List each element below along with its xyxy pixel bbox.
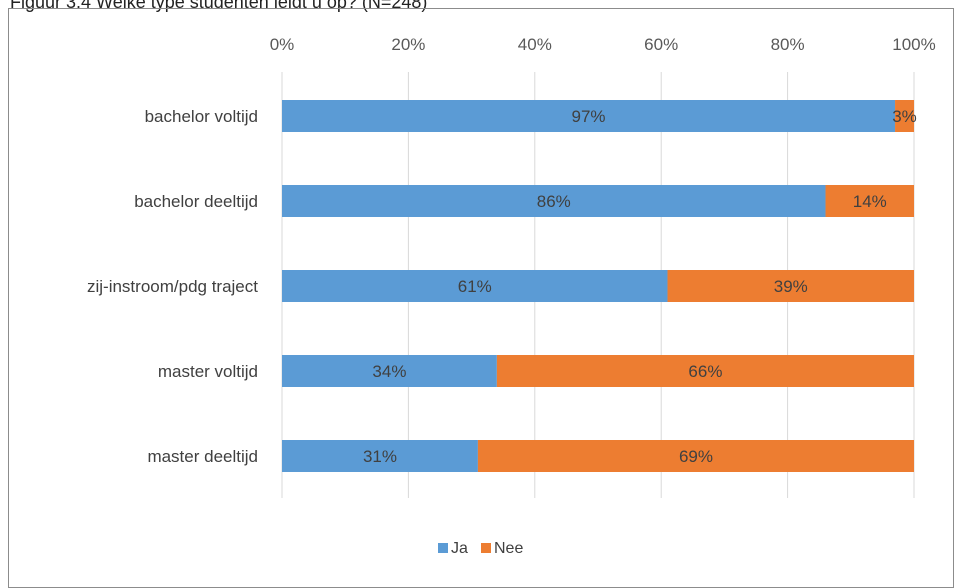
category-label-master-voltijd: master voltijd: [158, 362, 258, 381]
x-tick-label-40: 40%: [518, 35, 552, 54]
legend-swatch-nee: [481, 543, 491, 553]
bar-nee-master-voltijd: [496, 355, 914, 387]
bar-ja-master-voltijd: [282, 355, 497, 387]
data-label-ja-bachelor-deeltijd: 86%: [537, 192, 571, 211]
bar-nee-bachelor-voltijd: [895, 100, 914, 132]
data-label-ja-master-deeltijd: 31%: [363, 447, 397, 466]
bar-ja-bachelor-voltijd: [282, 100, 896, 132]
bar-nee-master-deeltijd: [477, 440, 914, 472]
data-label-ja-master-voltijd: 34%: [372, 362, 406, 381]
data-label-ja-bachelor-voltijd: 97%: [572, 107, 606, 126]
category-label-bachelor-voltijd: bachelor voltijd: [145, 107, 258, 126]
x-tick-label-60: 60%: [644, 35, 678, 54]
x-axis-tick-labels: 0% 20% 40% 60% 80% 100%: [270, 35, 936, 54]
data-label-nee-zij-instroom-pdg-traject: 39%: [774, 277, 808, 296]
category-label-zij-instroom-pdg-traject: zij-instroom/pdg traject: [87, 277, 258, 296]
legend-label-nee: Nee: [494, 540, 523, 557]
legend-swatch-ja: [438, 543, 448, 553]
data-labels: 97% 3% 86% 14% 61% 39% 34% 66% 31% 69%: [363, 107, 917, 466]
category-label-bachelor-deeltijd: bachelor deeltijd: [134, 192, 258, 211]
figure-caption: Figuur 3.4 Welke type studenten leidt u …: [10, 0, 428, 12]
category-labels: bachelor voltijd bachelor deeltijd zij-ins…: [87, 107, 258, 466]
legend: Ja Nee: [438, 540, 523, 557]
bar-nee-bachelor-deeltijd: [825, 185, 914, 217]
x-tick-label-100: 100%: [892, 35, 935, 54]
bar-ja-bachelor-deeltijd: [282, 185, 826, 217]
data-label-nee-master-deeltijd: 69%: [679, 447, 713, 466]
bar-ja-master-deeltijd: [282, 440, 478, 472]
category-label-master-deeltijd: master deeltijd: [147, 447, 258, 466]
bars: [282, 100, 914, 472]
data-label-nee-bachelor-deeltijd: 14%: [853, 192, 887, 211]
x-tick-label-20: 20%: [391, 35, 425, 54]
bar-nee-zij-instroom-pdg-traject: [667, 270, 914, 302]
x-tick-label-0: 0%: [270, 35, 295, 54]
x-tick-label-80: 80%: [771, 35, 805, 54]
data-label-nee-master-voltijd: 66%: [688, 362, 722, 381]
data-label-ja-zij-instroom-pdg-traject: 61%: [458, 277, 492, 296]
data-label-nee-bachelor-voltijd: 3%: [892, 107, 917, 126]
legend-label-ja: Ja: [451, 540, 468, 557]
bar-ja-zij-instroom-pdg-traject: [282, 270, 668, 302]
